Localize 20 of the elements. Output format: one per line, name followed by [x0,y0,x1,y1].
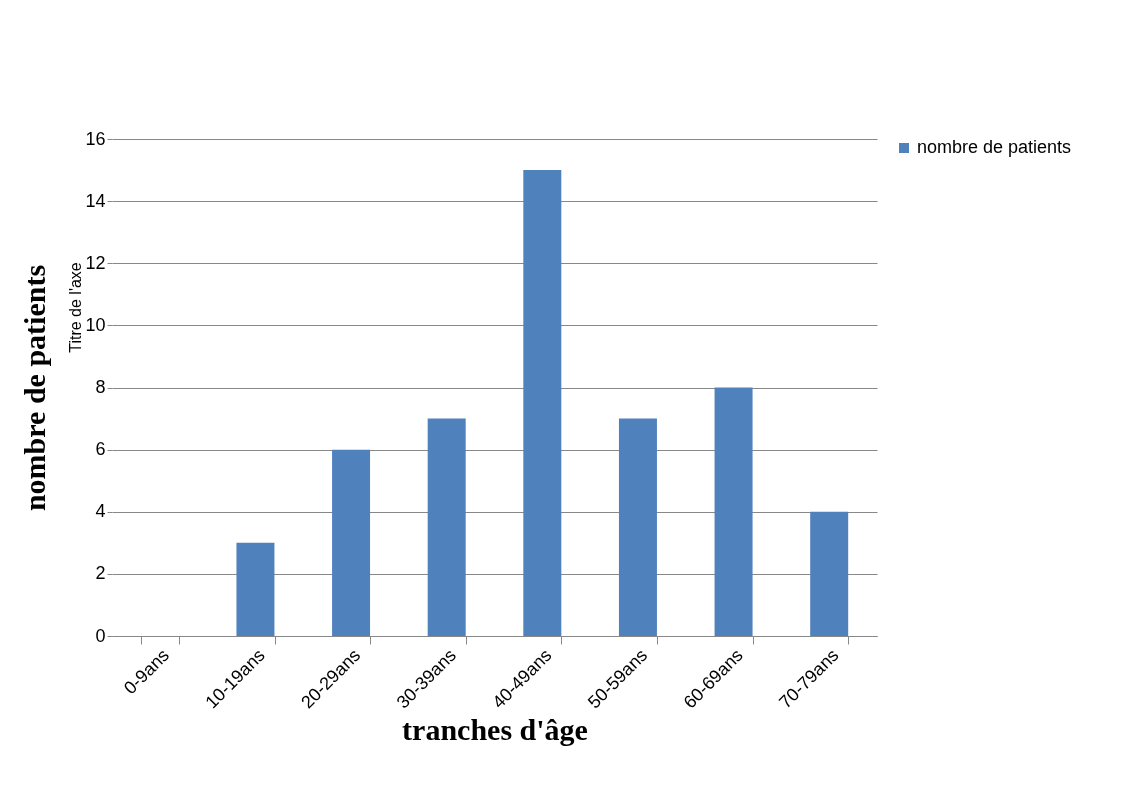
y-tick-label: 4 [95,501,106,522]
legend-label: nombre de patients [917,137,1072,157]
y-tick-label: 16 [85,128,106,149]
bar [618,418,657,636]
x-axis-title: tranches d'âge [402,713,588,747]
y-tick-label: 2 [95,563,106,584]
bar [714,387,753,636]
bar [810,511,849,636]
y-tick-label: 6 [95,439,106,460]
y-axis-title: nombre de patients [18,264,52,512]
y-tick-label: 8 [95,377,106,397]
bar [236,542,275,636]
bar [427,418,466,636]
y-tick-label: 10 [85,314,106,335]
text: Titre de l'axe [67,262,84,353]
bar [523,170,562,636]
y-tick-label: 0 [95,625,106,646]
y-tick-label: 14 [85,190,106,211]
y-tick-label: 12 [85,252,106,273]
bar [332,449,371,636]
